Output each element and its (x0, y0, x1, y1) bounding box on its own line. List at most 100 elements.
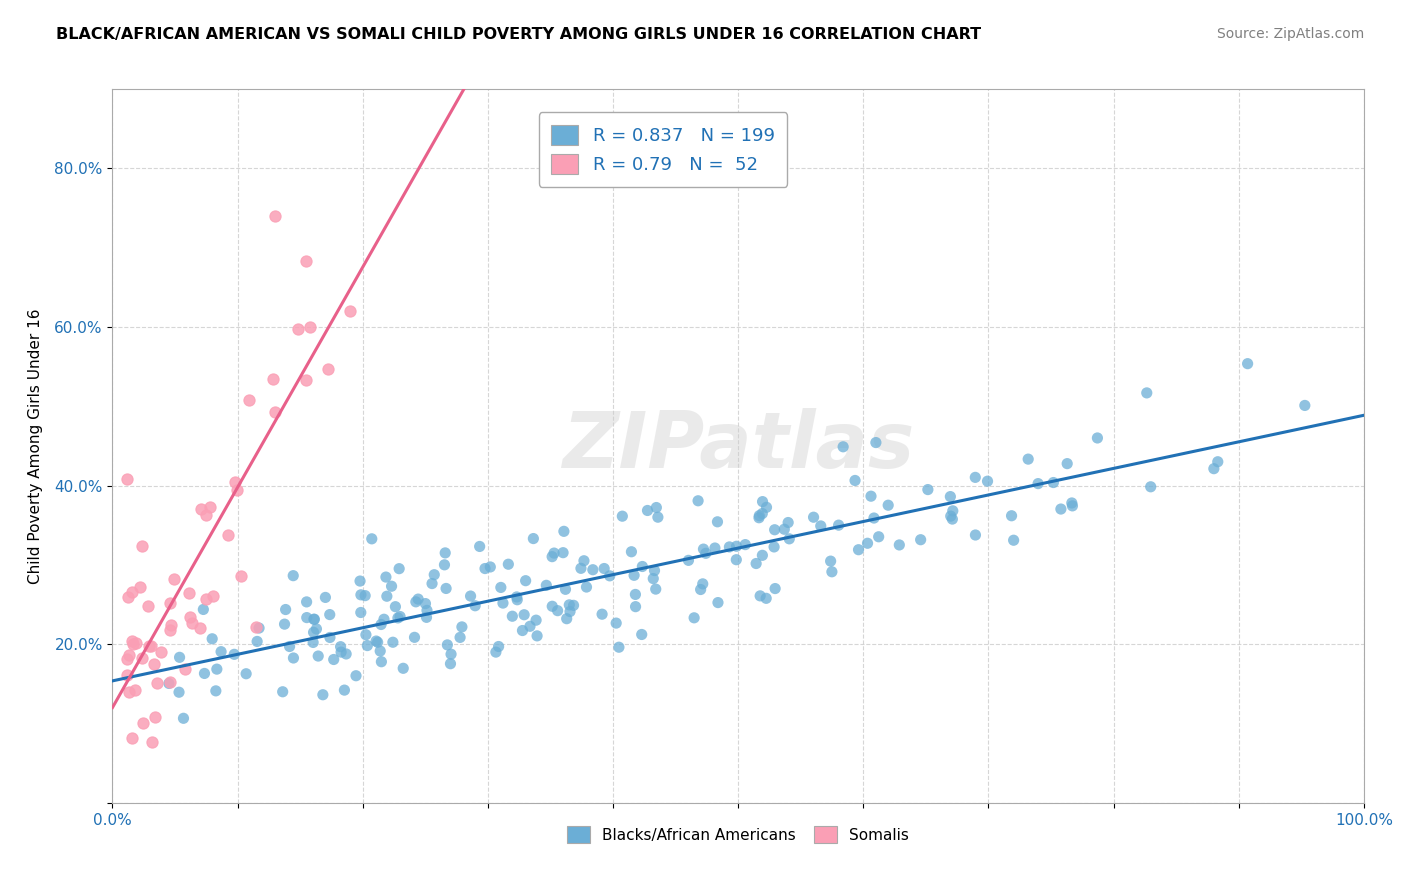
Point (464, 599, 486, 613)
Point (734, 538, 756, 552)
Point (607, 640, 630, 655)
Point (374, 570, 396, 584)
Point (939, 490, 962, 504)
Point (149, 645, 172, 659)
Point (194, 508, 217, 523)
Point (541, 599, 564, 614)
Point (339, 304, 361, 318)
Point (117, 472, 139, 486)
Point (115, 652, 138, 666)
Point (180, 616, 202, 631)
Point (138, 639, 160, 653)
Point (612, 509, 634, 524)
Point (335, 647, 357, 661)
Point (725, 539, 748, 553)
Point (1139, 480, 1161, 494)
Point (605, 616, 627, 631)
Point (703, 541, 725, 555)
Point (367, 635, 389, 649)
Point (370, 655, 392, 669)
Point (278, 640, 301, 654)
Point (1202, 461, 1225, 475)
Point (373, 612, 395, 626)
Point (205, 662, 228, 676)
Point (423, 567, 446, 582)
Point (624, 587, 647, 601)
Point (319, 607, 342, 622)
Point (193, 666, 215, 681)
Point (848, 542, 870, 557)
Point (749, 589, 772, 603)
Point (118, 648, 141, 662)
Point (177, 585, 200, 599)
Point (1042, 475, 1064, 490)
Point (350, 606, 373, 620)
Point (1136, 385, 1159, 400)
Point (405, 595, 427, 609)
Point (295, 253, 318, 268)
Point (283, 651, 305, 665)
Point (264, 209, 287, 223)
Point (333, 683, 356, 698)
Text: Source: ZipAtlas.com: Source: ZipAtlas.com (1216, 27, 1364, 41)
Point (1000, 508, 1022, 523)
Point (115, 668, 138, 682)
Point (132, 715, 155, 730)
Point (865, 435, 887, 450)
Text: BLACK/AFRICAN AMERICAN VS SOMALI CHILD POVERTY AMONG GIRLS UNDER 16 CORRELATION : BLACK/AFRICAN AMERICAN VS SOMALI CHILD P… (56, 27, 981, 42)
Point (1062, 499, 1084, 513)
Point (939, 509, 962, 524)
Point (562, 599, 585, 613)
Point (692, 577, 714, 591)
Point (630, 627, 652, 641)
Point (1002, 533, 1025, 548)
Point (485, 645, 508, 659)
Point (434, 546, 457, 560)
Point (354, 628, 377, 642)
Point (235, 666, 257, 681)
Point (179, 609, 201, 624)
Point (942, 504, 965, 518)
Point (706, 515, 728, 529)
Point (526, 629, 548, 643)
Point (917, 483, 939, 497)
Point (143, 657, 166, 672)
Point (479, 560, 502, 574)
Point (131, 650, 153, 665)
Point (434, 582, 457, 596)
Point (593, 561, 616, 575)
Point (553, 524, 575, 539)
Point (172, 711, 194, 725)
Point (381, 635, 404, 649)
Point (965, 528, 987, 542)
Point (513, 607, 536, 622)
Point (631, 559, 654, 574)
Point (1017, 452, 1039, 467)
Point (755, 591, 778, 606)
Point (965, 470, 987, 484)
Point (820, 554, 842, 568)
Point (645, 500, 668, 515)
Point (763, 540, 786, 554)
Point (707, 596, 730, 610)
Point (591, 607, 613, 622)
Point (718, 540, 741, 554)
Point (689, 582, 711, 597)
Point (488, 640, 510, 654)
Point (543, 546, 565, 560)
Point (498, 558, 520, 572)
Point (748, 510, 770, 524)
Point (821, 565, 844, 579)
Point (273, 617, 295, 632)
Point (688, 493, 710, 508)
Point (501, 609, 523, 624)
Point (375, 589, 398, 603)
Point (198, 500, 221, 514)
Point (360, 532, 382, 546)
Point (433, 558, 456, 572)
Point (745, 557, 768, 571)
Point (436, 638, 458, 652)
Point (725, 552, 748, 566)
Point (778, 532, 800, 546)
Point (238, 393, 260, 408)
